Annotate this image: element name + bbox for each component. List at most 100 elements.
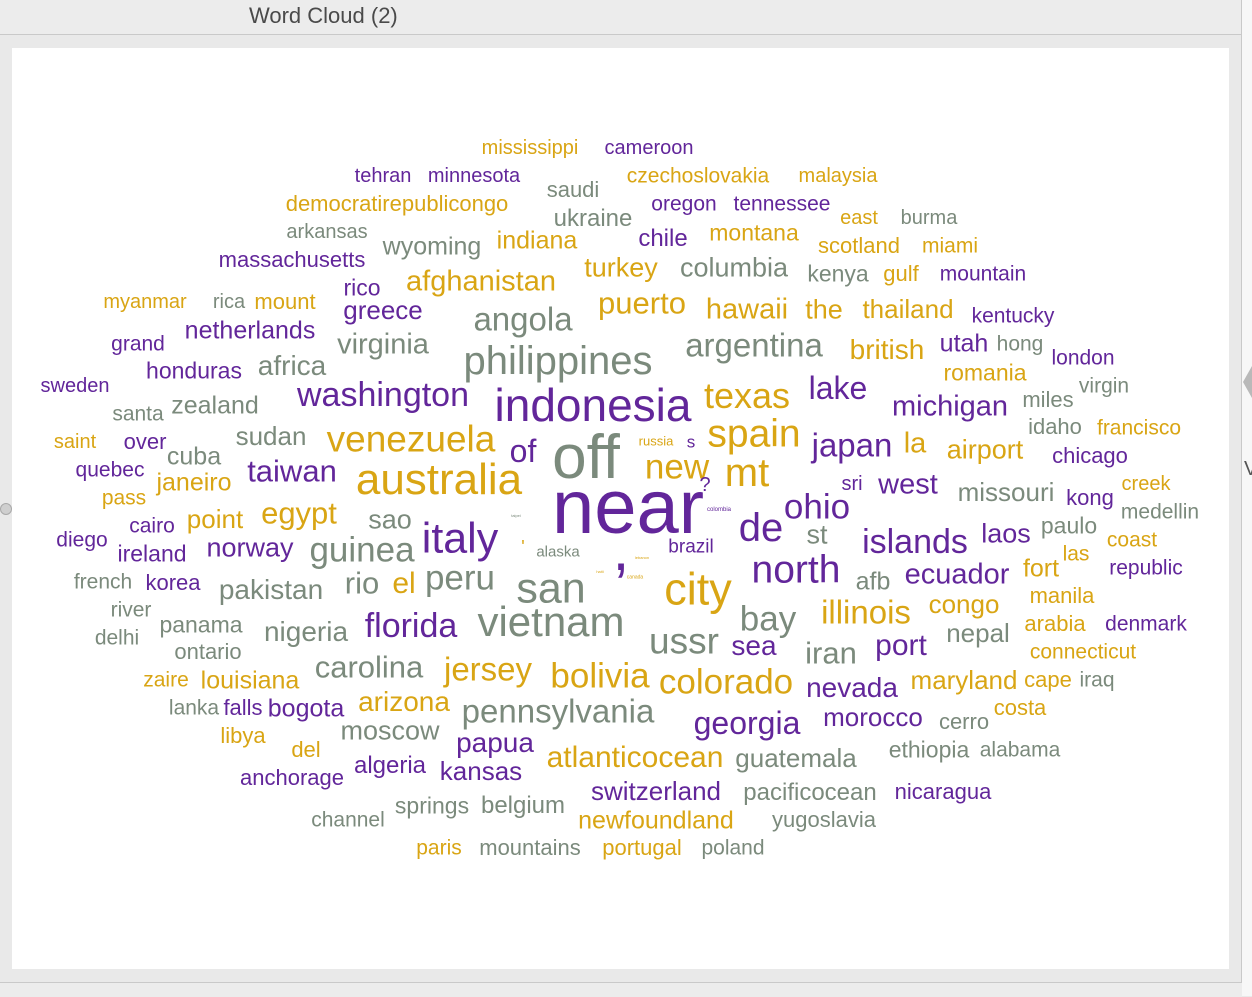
- word-nigeria: nigeria: [263, 616, 349, 647]
- word-creek: creek: [1121, 473, 1171, 495]
- word-minnesota: minnesota: [427, 165, 521, 187]
- word-kentucky: kentucky: [971, 304, 1055, 328]
- word-anchorage: anchorage: [240, 765, 344, 790]
- word-australia: australia: [355, 455, 523, 504]
- word-norway: norway: [206, 532, 294, 563]
- word-mt: mt: [724, 451, 770, 495]
- word-comma: ,: [612, 516, 630, 583]
- word-florida: florida: [364, 607, 458, 645]
- word-newfoundland: newfoundland: [578, 806, 734, 835]
- word-grand: grand: [111, 332, 165, 356]
- word-peru: peru: [424, 558, 496, 598]
- word-philippines: philippines: [463, 339, 653, 383]
- word-cape: cape: [1024, 667, 1072, 692]
- word-michigan: michigan: [891, 390, 1009, 423]
- word-panama: panama: [159, 611, 243, 638]
- word-question: ?: [699, 474, 711, 496]
- word-netherlands: netherlands: [184, 316, 316, 345]
- word-lanka: lanka: [168, 696, 220, 720]
- word-yugoslavia: yugoslavia: [772, 807, 876, 832]
- word-santa: santa: [112, 402, 164, 426]
- word-las: las: [1062, 542, 1090, 566]
- word-francisco: francisco: [1096, 416, 1182, 440]
- splitter-handle[interactable]: [0, 503, 12, 515]
- word-islands: islands: [862, 523, 968, 561]
- word-miami: miami: [922, 234, 978, 258]
- word-virginia: virginia: [337, 328, 429, 361]
- word-poland: poland: [701, 836, 765, 860]
- word-kansas: kansas: [439, 756, 523, 786]
- word-romania: romania: [943, 359, 1027, 386]
- word-zaire: zaire: [143, 668, 189, 692]
- panel-title: Word Cloud (2): [249, 3, 398, 28]
- word-rio: rio: [344, 565, 380, 601]
- word-colorado: colorado: [658, 662, 794, 702]
- word-connecticut: connecticut: [1029, 640, 1137, 664]
- word-kong: kong: [1066, 485, 1114, 510]
- word-libya: libya: [220, 723, 266, 748]
- word-kenya: kenya: [807, 260, 869, 287]
- word-bolivia: bolivia: [550, 656, 650, 696]
- word-wyoming: wyoming: [382, 232, 482, 261]
- word-british: british: [849, 334, 925, 365]
- word-massachusetts: massachusetts: [218, 247, 366, 272]
- word-ukraine: ukraine: [553, 205, 633, 232]
- word-medellin: medellin: [1120, 500, 1200, 524]
- word-democratirepublicongo: democratirepublicongo: [285, 191, 509, 216]
- word-ussr: ussr: [649, 620, 719, 662]
- word-lebanon: lebanon: [634, 555, 650, 560]
- word-haiti: haiti: [596, 569, 604, 574]
- word-sudan: sudan: [235, 421, 307, 451]
- word-virgin: virgin: [1078, 374, 1130, 398]
- word-arizona: arizona: [358, 686, 450, 717]
- word-ireland: ireland: [117, 540, 187, 567]
- word-river: river: [110, 598, 152, 622]
- word-cerro: cerro: [938, 709, 990, 734]
- word-cuba: cuba: [166, 442, 222, 471]
- word-sweden: sweden: [40, 375, 110, 397]
- word-french: french: [73, 570, 133, 594]
- word-iran: iran: [805, 635, 857, 671]
- word-chile: chile: [638, 225, 688, 252]
- word-taipei: taipei: [511, 513, 521, 518]
- word-honduras: honduras: [146, 357, 242, 384]
- word-la: la: [903, 427, 927, 460]
- word-portugal: portugal: [602, 835, 682, 860]
- word-pakistan: pakistan: [218, 574, 324, 605]
- word-sea: sea: [731, 630, 777, 661]
- word-guatemala: guatemala: [735, 743, 857, 773]
- word-rico: rico: [343, 274, 381, 301]
- word-japan: japan: [811, 426, 893, 464]
- word-springs: springs: [394, 792, 470, 819]
- word-canada: canada: [626, 574, 644, 581]
- word-st: st: [806, 519, 828, 550]
- word-channel: channel: [311, 808, 385, 832]
- word-east: east: [840, 207, 878, 229]
- word-delhi: delhi: [94, 626, 140, 650]
- word-cameroon: cameroon: [604, 137, 694, 159]
- word-moscow: moscow: [340, 715, 440, 746]
- word-maryland: maryland: [910, 665, 1018, 695]
- word-venezuela: venezuela: [326, 418, 496, 460]
- word-jersey: jersey: [443, 650, 533, 688]
- word-off: off: [552, 423, 620, 492]
- word-north: north: [751, 548, 841, 592]
- word-nevada: nevada: [806, 672, 898, 703]
- word-del: del: [291, 737, 321, 762]
- word-texas: texas: [703, 375, 791, 416]
- word-laos: laos: [981, 518, 1031, 549]
- word-cloud-canvas: mississippi cameroon tehran minnesota sa…: [12, 48, 1229, 969]
- word-missouri: missouri: [957, 477, 1055, 507]
- word-bogota: bogota: [267, 694, 345, 723]
- word-tennessee: tennessee: [733, 192, 831, 216]
- word-republic: republic: [1109, 556, 1183, 580]
- word-puerto: puerto: [598, 285, 686, 321]
- word-myanmar: myanmar: [103, 291, 187, 313]
- word-illinois: illinois: [821, 593, 911, 631]
- word-denmark: denmark: [1105, 612, 1187, 636]
- collapse-arrow-icon[interactable]: [1243, 366, 1252, 398]
- word-montana: montana: [709, 219, 799, 246]
- word-spain: spain: [707, 412, 801, 456]
- word-s: s: [686, 432, 696, 452]
- word-switzerland: switzerland: [590, 776, 722, 806]
